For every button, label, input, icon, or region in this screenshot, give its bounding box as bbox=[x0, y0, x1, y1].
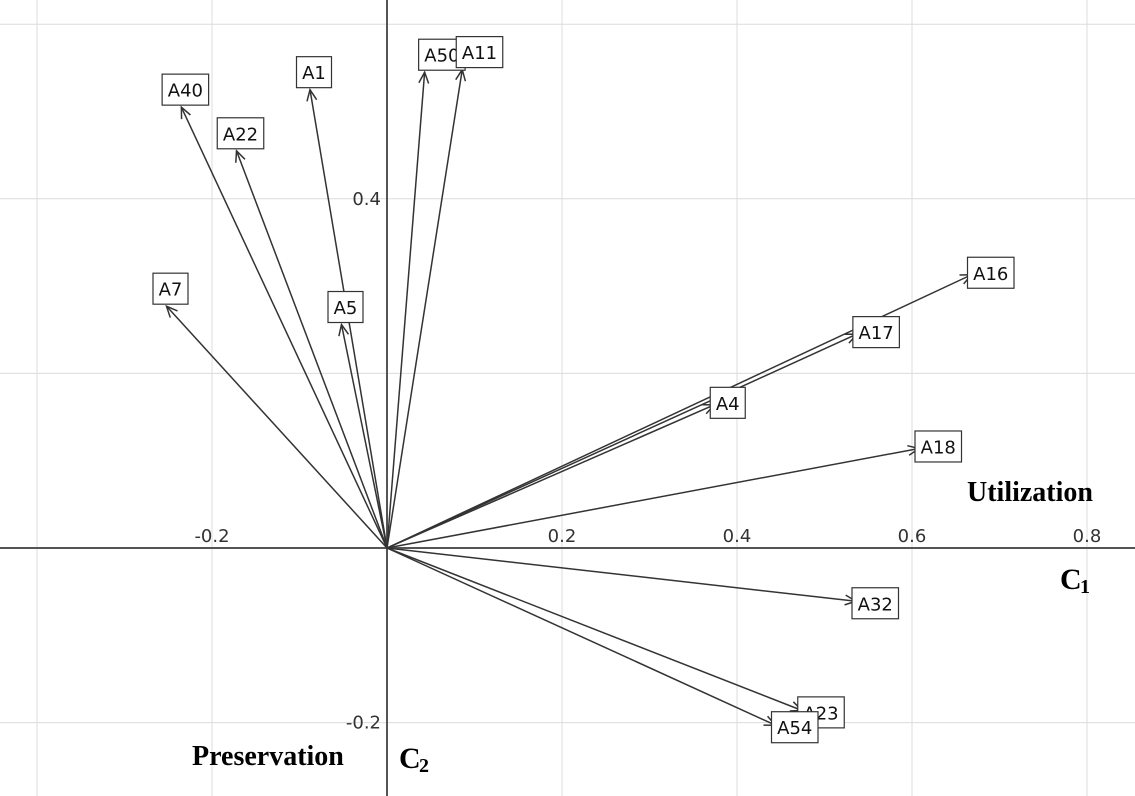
label-text-A40: A40 bbox=[168, 81, 203, 102]
label-A1: A1 bbox=[295, 56, 333, 89]
y-axis-subscript: 2 bbox=[419, 755, 429, 777]
y-annotation: Preservation bbox=[192, 741, 344, 772]
vector-A40 bbox=[180, 106, 388, 549]
label-A16: A16 bbox=[966, 256, 1015, 289]
vector-A16 bbox=[386, 274, 972, 549]
vector-A50 bbox=[386, 72, 426, 549]
label-box-A17 bbox=[852, 316, 900, 349]
x-tick-label: 0.8 bbox=[1073, 526, 1102, 547]
label-text-A17: A17 bbox=[859, 323, 894, 344]
arrowhead-A5 bbox=[338, 322, 350, 337]
label-text-A4: A4 bbox=[716, 394, 740, 415]
vector-A32 bbox=[386, 547, 857, 602]
y-tick-label: -0.2 bbox=[346, 713, 381, 734]
vector-A4 bbox=[386, 404, 715, 549]
label-A17: A17 bbox=[852, 316, 900, 349]
vector-A54 bbox=[386, 547, 776, 726]
y-axis-title: C 2 bbox=[399, 742, 429, 777]
label-A32: A32 bbox=[851, 587, 900, 620]
x-axis-label: C bbox=[1060, 563, 1082, 596]
label-A18: A18 bbox=[914, 430, 963, 463]
arrowhead-A40 bbox=[180, 105, 191, 120]
label-A54: A54 bbox=[770, 711, 819, 744]
label-A11: A11 bbox=[455, 35, 504, 69]
arrowhead-A1 bbox=[306, 87, 318, 102]
vector-A5 bbox=[340, 324, 388, 549]
label-text-A50: A50 bbox=[424, 46, 459, 67]
arrowhead-A7 bbox=[165, 304, 178, 318]
x-tick-label: 0.4 bbox=[723, 526, 752, 547]
label-text-A5: A5 bbox=[334, 298, 358, 319]
label-box-A16 bbox=[966, 256, 1015, 289]
label-text-A32: A32 bbox=[858, 594, 893, 615]
label-A22: A22 bbox=[216, 117, 265, 150]
arrowhead-A50 bbox=[418, 70, 430, 84]
vectors bbox=[165, 67, 974, 726]
label-box-A11 bbox=[455, 35, 504, 69]
x-axis-title: C 1 bbox=[1060, 563, 1090, 598]
label-box-A1 bbox=[295, 56, 333, 89]
label-box-A7 bbox=[152, 272, 189, 305]
label-box-A40 bbox=[161, 73, 210, 106]
x-annotation: Utilization bbox=[967, 477, 1093, 508]
label-A40: A40 bbox=[161, 73, 210, 106]
label-box-A32 bbox=[851, 587, 900, 620]
label-text-A11: A11 bbox=[462, 43, 497, 64]
vector-A23 bbox=[386, 547, 803, 712]
tick-labels: -0.2 0.2 0.4 0.6 0.8 0.4 -0.2 bbox=[194, 189, 1101, 734]
y-tick-label: 0.4 bbox=[352, 189, 381, 210]
label-text-A54: A54 bbox=[777, 718, 812, 739]
label-A4: A4 bbox=[709, 386, 746, 419]
label-text-A22: A22 bbox=[223, 124, 258, 145]
label-text-A1: A1 bbox=[302, 63, 326, 84]
vector-A7 bbox=[165, 305, 388, 549]
label-A5: A5 bbox=[327, 290, 364, 324]
x-axis-subscript: 1 bbox=[1080, 576, 1090, 598]
label-box-A22 bbox=[216, 117, 265, 150]
label-text-A7: A7 bbox=[159, 280, 183, 301]
label-text-A16: A16 bbox=[973, 264, 1008, 285]
x-tick-label: -0.2 bbox=[194, 526, 229, 547]
vector-A11 bbox=[386, 69, 463, 549]
x-tick-label: 0.6 bbox=[898, 526, 927, 547]
label-box-A54 bbox=[770, 711, 819, 744]
label-text-A18: A18 bbox=[921, 437, 956, 458]
arrowhead-A22 bbox=[235, 149, 246, 163]
label-A7: A7 bbox=[152, 272, 189, 305]
y-axis-label: C bbox=[399, 742, 421, 775]
vector-A17 bbox=[386, 333, 858, 549]
vector-A22 bbox=[235, 150, 388, 549]
x-tick-label: 0.2 bbox=[548, 526, 577, 547]
label-box-A4 bbox=[709, 386, 746, 419]
vector-A18 bbox=[386, 447, 920, 549]
label-box-A5 bbox=[327, 290, 364, 324]
label-box-A18 bbox=[914, 430, 963, 463]
